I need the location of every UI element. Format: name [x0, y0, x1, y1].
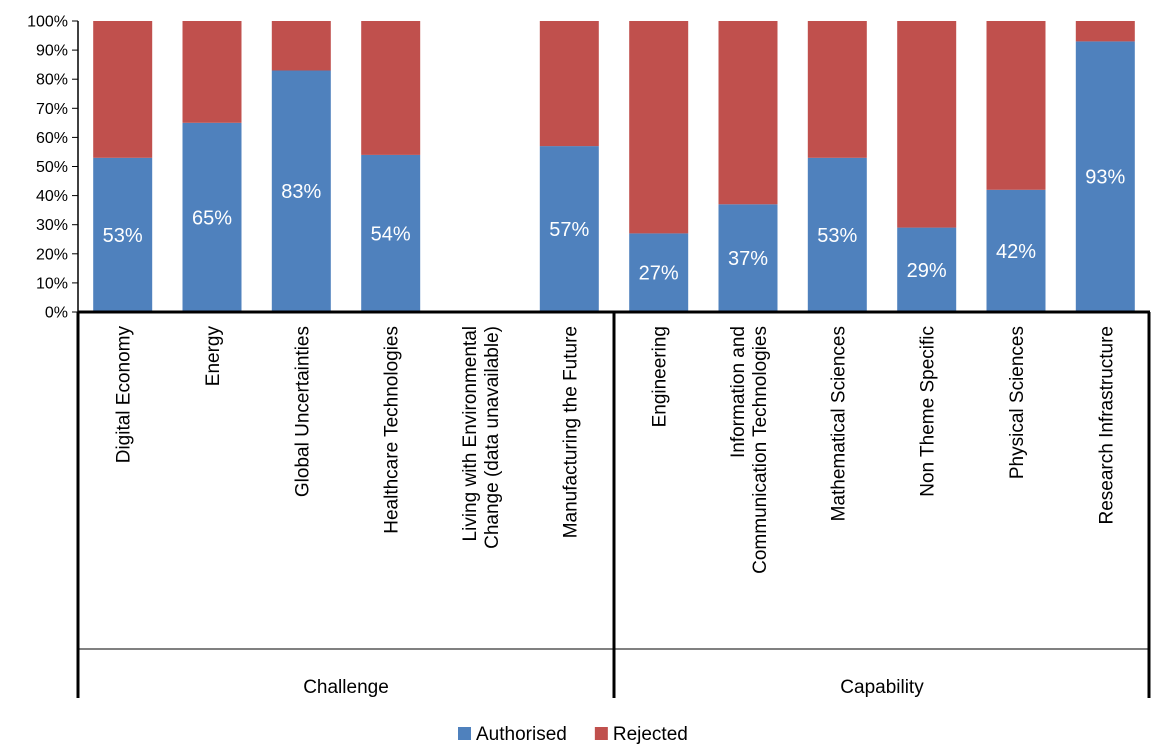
- plot-area: 53% 65% 83% 54% 57% 27% 37% 53% 29% 42% 93%: [93, 21, 1135, 313]
- data-label-0: 53%: [103, 225, 143, 247]
- bar-rejected-6: [629, 21, 689, 234]
- category-label-9: Non Theme Specific: [918, 326, 939, 497]
- bar-rejected-9: [897, 21, 957, 228]
- data-label-7: 37%: [728, 248, 768, 270]
- bar-rejected-5: [539, 21, 599, 147]
- category-label-6: Engineering: [650, 326, 671, 427]
- y-tick-label: 40%: [36, 188, 68, 205]
- data-label-1: 65%: [192, 207, 232, 229]
- y-tick-label: 30%: [36, 217, 68, 234]
- y-tick-label: 70%: [36, 101, 68, 118]
- legend-label-authorised: Authorised: [476, 724, 567, 745]
- y-tick-label: 50%: [36, 159, 68, 176]
- category-label-0: Digital Economy: [114, 326, 135, 464]
- category-label-11: Research Infrastructure: [1096, 326, 1117, 525]
- category-label-4: Living with Environmental: [460, 326, 481, 541]
- bar-authorised-1: [182, 122, 242, 312]
- bar-authorised-8: [807, 157, 867, 312]
- data-label-6: 27%: [639, 263, 679, 285]
- bar-authorised-0: [93, 157, 153, 312]
- data-label-3: 54%: [371, 223, 411, 245]
- bar-authorised-6: [629, 233, 689, 312]
- category-label-5: Manufacturing the Future: [560, 326, 581, 538]
- category-labels: Challenge Capability Digital Economy Energy…: [114, 326, 1118, 698]
- category-label-7: Information and: [728, 326, 749, 458]
- legend-swatch-rejected: [594, 727, 608, 740]
- legend-label-rejected: Rejected: [613, 724, 688, 745]
- bar-rejected-0: [93, 21, 153, 158]
- bar-rejected-3: [361, 21, 421, 155]
- data-label-9: 29%: [907, 260, 947, 282]
- bar-rejected-8: [807, 21, 867, 158]
- bar-rejected-1: [182, 21, 242, 123]
- bar-rejected-7: [718, 21, 778, 205]
- legend: Authorised Rejected: [458, 724, 688, 745]
- y-tick-label: 20%: [36, 246, 68, 263]
- axes: 0% 10% 20% 30% 40% 50% 60% 70% 80% 90% 100%: [27, 14, 1151, 698]
- bar-authorised-9: [897, 227, 957, 312]
- data-label-8: 53%: [817, 225, 857, 247]
- bar-authorised-7: [718, 204, 778, 312]
- group-label-challenge: Challenge: [303, 677, 389, 698]
- bar-rejected-10: [986, 21, 1046, 190]
- group-label-capability: Capability: [840, 677, 924, 698]
- bar-authorised-2: [271, 70, 331, 312]
- bar-authorised-11: [1075, 41, 1135, 313]
- category-label-10: Physical Sciences: [1007, 326, 1028, 479]
- y-tick-label: 80%: [36, 72, 68, 89]
- category-label-8: Mathematical Sciences: [828, 326, 849, 521]
- y-tick-label: 90%: [36, 43, 68, 60]
- y-tick-label: 10%: [36, 275, 68, 292]
- category-label-7: Communication Technologies: [750, 326, 771, 574]
- category-label-3: Healthcare Technologies: [382, 326, 403, 534]
- bar-rejected-11: [1075, 21, 1135, 42]
- y-tick-label: 60%: [36, 130, 68, 147]
- bar-authorised-3: [361, 154, 421, 312]
- data-label-11: 93%: [1085, 167, 1125, 189]
- data-label-5: 57%: [549, 219, 589, 241]
- legend-swatch-authorised: [458, 727, 471, 740]
- y-tick-label: 100%: [27, 14, 68, 31]
- data-label-10: 42%: [996, 241, 1036, 263]
- category-label-2: Global Uncertainties: [292, 326, 313, 497]
- bar-authorised-5: [539, 146, 599, 312]
- bar-rejected-2: [271, 21, 331, 71]
- category-label-4: Change (data unavailable): [482, 326, 503, 549]
- y-tick-label: 0%: [45, 305, 68, 322]
- data-label-2: 83%: [281, 181, 321, 203]
- category-label-1: Energy: [203, 326, 224, 387]
- bar-authorised-10: [986, 189, 1046, 312]
